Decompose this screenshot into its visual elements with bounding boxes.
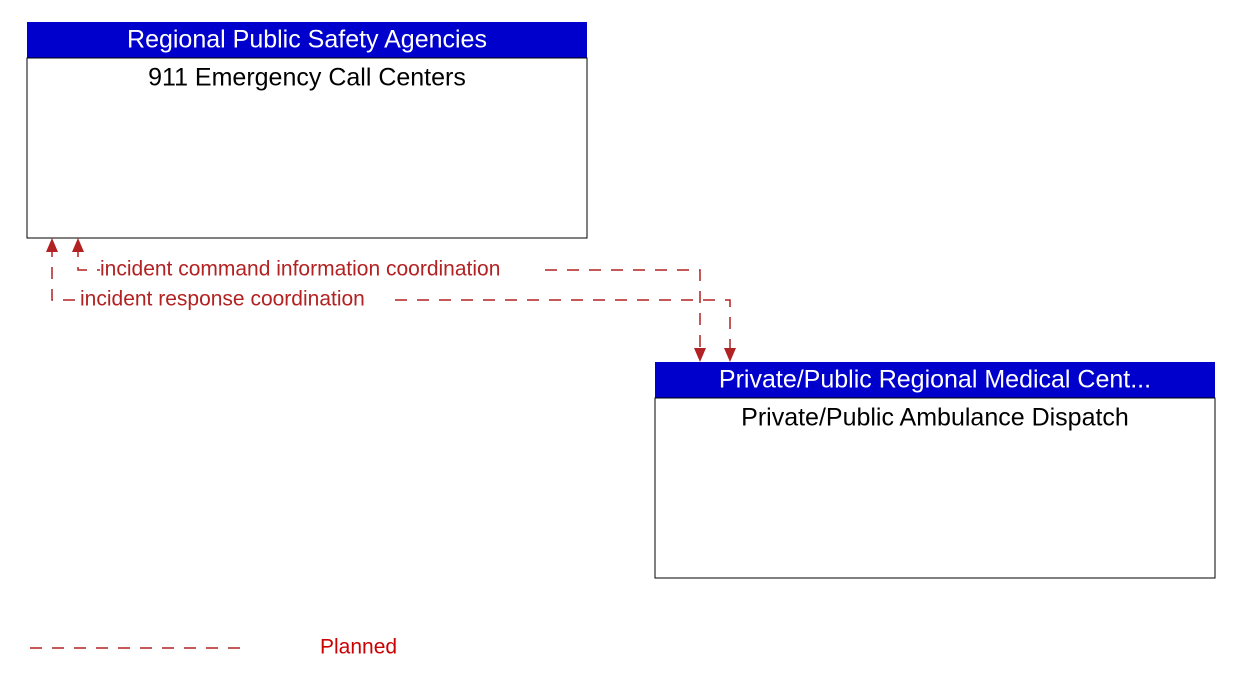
flow1-arrow-up — [72, 238, 84, 252]
flow2-label: incident response coordination — [80, 288, 365, 311]
node-regional-public-safety: Regional Public Safety Agencies 911 Emer… — [27, 22, 587, 238]
flow1-label: incident command information coordinatio… — [100, 258, 500, 281]
flow2-arrow-down — [724, 348, 736, 362]
node-b-body-text: Private/Public Ambulance Dispatch — [741, 404, 1129, 432]
flow1-seg-right — [545, 270, 700, 355]
node-b-header-text: Private/Public Regional Medical Cent... — [719, 366, 1151, 394]
node-a-body-text: 911 Emergency Call Centers — [148, 64, 466, 92]
legend: Planned — [30, 636, 397, 659]
flow1-arrow-down — [694, 348, 706, 362]
node-a-header-text: Regional Public Safety Agencies — [127, 26, 487, 54]
legend-label-planned: Planned — [320, 636, 397, 659]
flow2-arrow-up — [46, 238, 58, 252]
architecture-diagram: Regional Public Safety Agencies 911 Emer… — [0, 0, 1252, 688]
flow2-seg-right — [395, 300, 730, 355]
flow2-seg-left — [52, 245, 80, 300]
node-private-public-medical: Private/Public Regional Medical Cent... … — [655, 362, 1215, 578]
